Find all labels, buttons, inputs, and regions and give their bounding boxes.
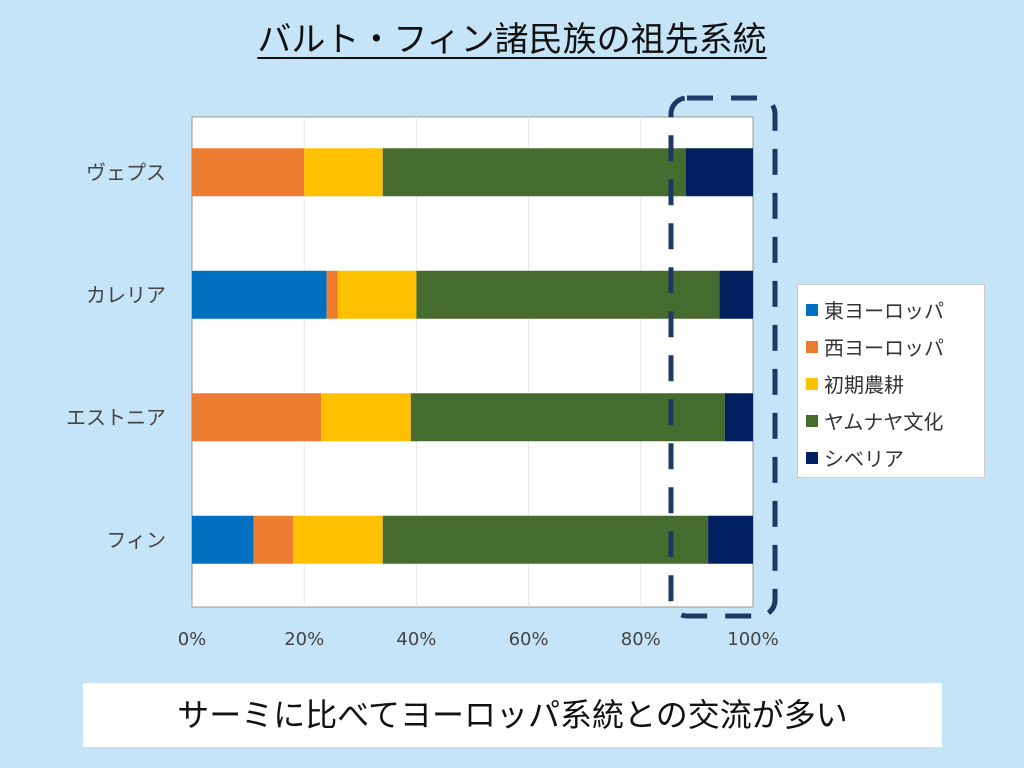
- legend-swatch: [806, 414, 818, 427]
- bar-segment: [685, 148, 753, 197]
- y-category-label: カレリア: [86, 283, 166, 307]
- bar-segment: [410, 393, 725, 442]
- bar-segment: [321, 393, 411, 442]
- bar-segment: [382, 148, 686, 197]
- legend-label: 東ヨーロッパ: [824, 299, 944, 323]
- legend-swatch: [806, 451, 818, 464]
- page-title: バルト・フィン諸民族の祖先系統: [0, 12, 1024, 61]
- legend-label: 初期農耕: [824, 373, 904, 397]
- legend-swatch: [806, 377, 818, 390]
- title-text: バルト・フィン諸民族の祖先系統: [257, 20, 767, 60]
- bar-segment: [192, 270, 327, 319]
- bar-segment: [292, 515, 383, 564]
- x-tick-label: 0%: [178, 629, 207, 650]
- legend-item: シベリア: [806, 439, 976, 476]
- legend-swatch: [806, 303, 818, 316]
- legend-swatch: [806, 340, 818, 353]
- x-tick-label: 100%: [727, 629, 778, 650]
- bar-segment: [719, 270, 753, 319]
- legend-label: シベリア: [824, 447, 904, 471]
- bar-segment: [724, 393, 753, 442]
- bar-segment: [326, 270, 338, 319]
- legend-item: 初期農耕: [806, 365, 976, 402]
- x-tick-label: 80%: [621, 629, 661, 650]
- bar-segment: [708, 515, 753, 564]
- bar-segment: [192, 148, 305, 197]
- legend-item: 東ヨーロッパ: [806, 291, 976, 328]
- x-tick-label: 60%: [509, 629, 549, 650]
- bar-segment: [382, 515, 709, 564]
- bar-segment: [192, 515, 254, 564]
- legend-label: ヤムナヤ文化: [824, 410, 944, 434]
- legend-label: 西ヨーロッパ: [824, 336, 944, 360]
- y-category-label: ヴェプス: [86, 160, 166, 184]
- y-category-label: フィン: [106, 528, 166, 552]
- caption-note: サーミに比べてヨーロッパ系統との交流が多い: [83, 683, 942, 747]
- legend: 東ヨーロッパ 西ヨーロッパ 初期農耕ヤムナヤ文化 シベリア: [797, 284, 985, 478]
- bar-segment: [416, 270, 720, 319]
- y-category-label: エストニア: [66, 405, 166, 429]
- x-tick-label: 40%: [396, 629, 436, 650]
- highlight-dashed-box: [668, 95, 778, 619]
- legend-item: 西ヨーロッパ: [806, 328, 976, 365]
- bar-segment: [253, 515, 293, 564]
- bar-segment: [304, 148, 383, 197]
- bar-segment: [192, 393, 322, 442]
- bar-segment: [337, 270, 417, 319]
- x-tick-label: 20%: [284, 629, 324, 650]
- legend-item: ヤムナヤ文化: [806, 402, 976, 439]
